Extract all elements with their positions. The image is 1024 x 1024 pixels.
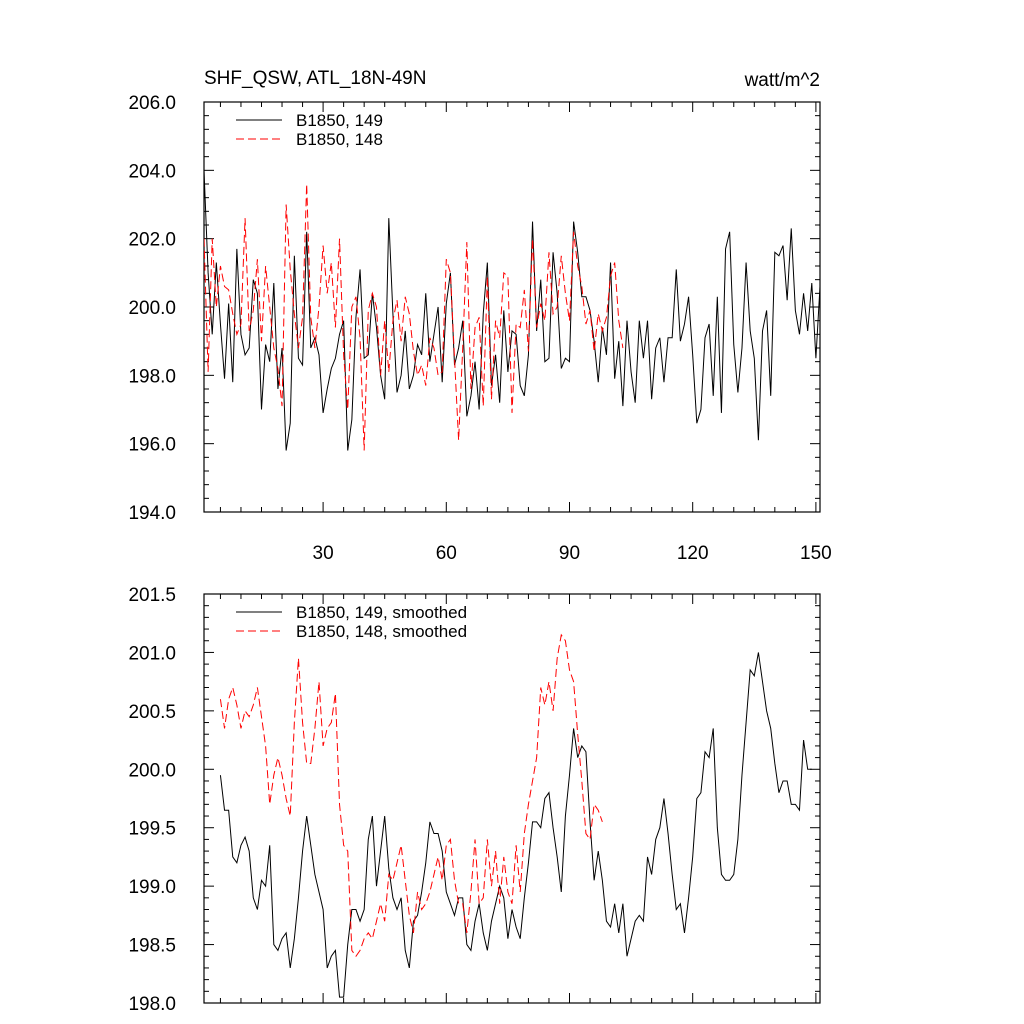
x-tick-label: 30	[313, 543, 334, 564]
top-panel-units: watt/m^2	[744, 70, 820, 91]
legend-label-2: B1850, 148	[296, 130, 383, 149]
y-tick-label: 196.0	[128, 435, 176, 456]
y-tick-label: 198.5	[128, 936, 176, 957]
legend-label-2: B1850, 148, smoothed	[296, 622, 467, 641]
series-line-2	[219, 633, 603, 958]
y-tick-label: 206.0	[128, 93, 176, 114]
x-tick-label: 90	[559, 543, 580, 564]
y-tick-label: 198.0	[128, 366, 176, 387]
y-tick-label: 200.0	[128, 298, 176, 319]
y-tick-label: 204.0	[128, 161, 176, 182]
bottom-panel-series	[219, 633, 812, 998]
top-panel-axes: 194.0 196.0 198.0 200.0 202.0 204.0 206.0 30 60 9…	[128, 93, 831, 564]
y-tick-label: 194.0	[128, 503, 176, 524]
top-panel-series	[204, 170, 820, 451]
y-tick-label: 200.0	[128, 760, 176, 781]
y-tick-label: 201.0	[128, 643, 176, 664]
series-line-1	[219, 652, 812, 998]
top-panel: SHF_QSW, ATL_18N-49N watt/m^2 194.0 196.0…	[128, 68, 831, 564]
series-line-1	[204, 170, 820, 451]
x-tick-label: 60	[436, 543, 457, 564]
y-tick-label: 200.5	[128, 702, 176, 723]
plot-frame	[203, 593, 821, 1004]
x-tick-label: 150	[800, 543, 832, 564]
bottom-panel: 198.0 198.5 199.0 199.5 200.0 200.5 201.0 201.5…	[128, 585, 821, 1015]
y-tick-label: 201.5	[128, 585, 176, 606]
series-line-2	[204, 183, 624, 451]
y-tick-label: 202.0	[128, 230, 176, 251]
top-panel-title: SHF_QSW, ATL_18N-49N	[204, 68, 426, 89]
x-tick-label: 120	[677, 543, 709, 564]
y-tick-label: 199.5	[128, 819, 176, 840]
bottom-panel-axes: 198.0 198.5 199.0 199.5 200.0 200.5 201.0 201.5	[128, 585, 821, 1015]
y-tick-label: 199.0	[128, 877, 176, 898]
y-tick-label: 198.0	[128, 994, 176, 1015]
legend-label-1: B1850, 149, smoothed	[296, 603, 467, 622]
legend-label-1: B1850, 149	[296, 111, 383, 130]
